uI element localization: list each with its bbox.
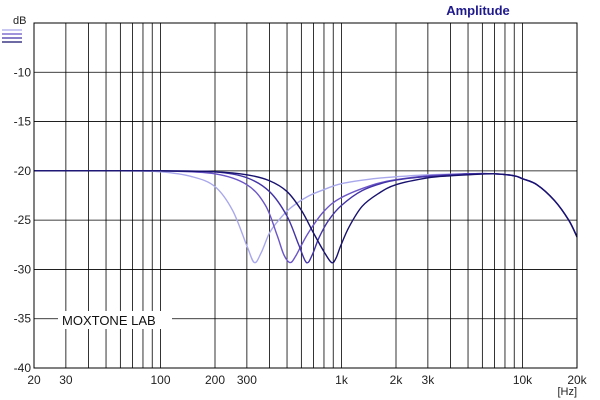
y-tick-label: -15 [14,115,32,129]
y-tick-label: -35 [14,312,32,326]
x-tick-label: 300 [237,373,257,387]
plot-frame [33,22,578,369]
x-axis-unit: [Hz] [557,386,577,398]
x-tick-label: 2k [390,373,404,387]
chart-title: Amplitude [446,3,510,18]
x-tick-label: 1k [335,373,349,387]
x-tick-label: 3k [422,373,436,387]
x-tick-labels: 20 30 100 200 300 1k 2k 3k 10k 20k [27,373,587,387]
x-tick-label: 20k [567,373,587,387]
x-tick-label: 10k [513,373,533,387]
watermark-text: MOXTONE LAB [62,313,156,328]
y-tick-label: -25 [14,213,32,227]
y-axis-unit: dB [13,15,26,27]
x-tick-label: 200 [205,373,225,387]
x-tick-label: 20 [27,373,41,387]
y-tick-label: -20 [14,164,32,178]
y-tick-label: -40 [14,361,32,375]
y-tick-label: -10 [14,65,32,79]
series-line-4 [34,170,578,264]
y-tick-label: -30 [14,262,32,276]
watermark-background [58,311,172,329]
y-tick-labels: -10 -15 -20 -25 -30 -35 -40 [14,65,32,375]
x-tick-label: 100 [150,373,170,387]
series-group [34,169,578,264]
legend-lines-icon [2,29,22,43]
minor-grid [65,23,523,368]
x-tick-label: 30 [59,373,73,387]
